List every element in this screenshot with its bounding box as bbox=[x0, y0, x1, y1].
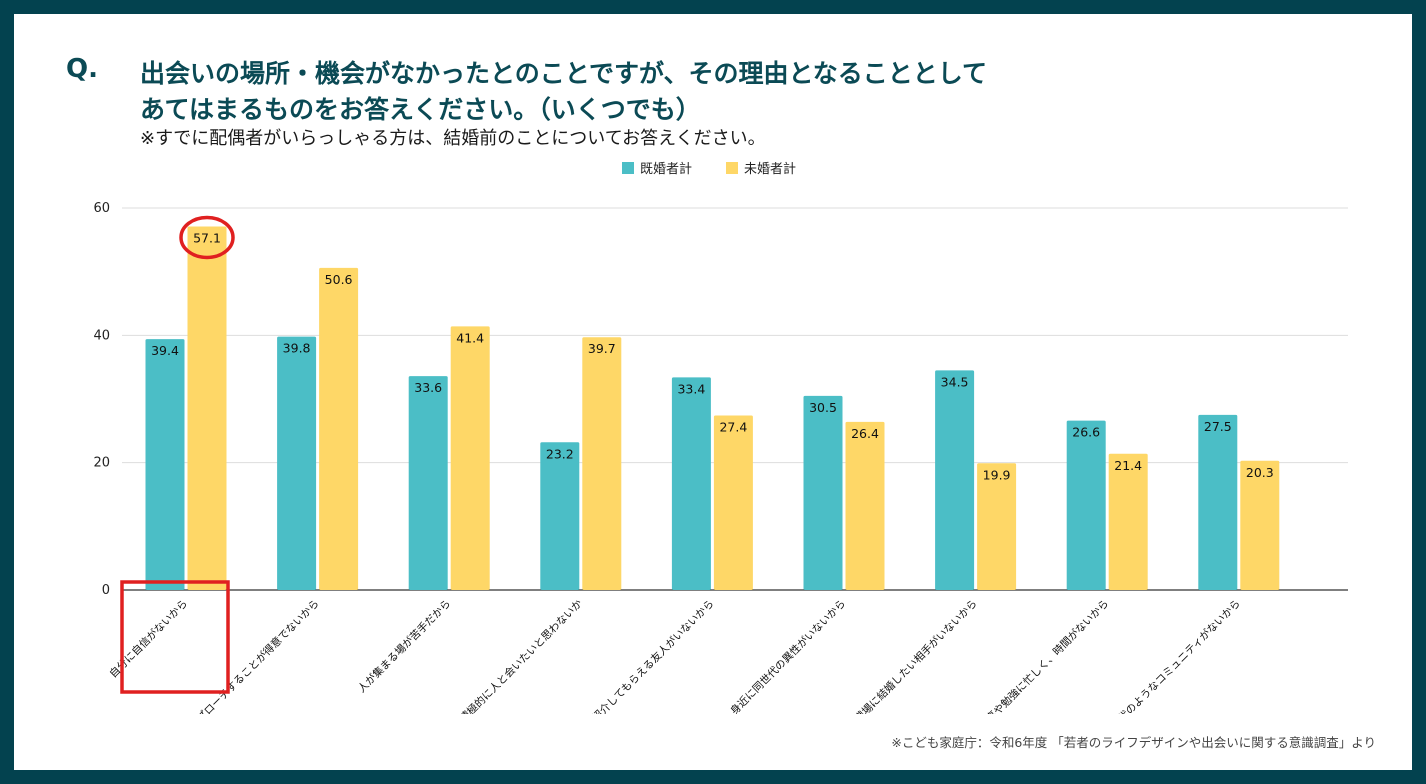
question-title-line-2: あてはまるものをお答えください。（いくつでも） bbox=[140, 95, 701, 124]
legend-label-unmarried: 未婚者計 bbox=[744, 161, 796, 177]
bar-married bbox=[671, 377, 711, 590]
data-label: 30.5 bbox=[809, 400, 837, 415]
highlight-circle bbox=[179, 215, 235, 260]
category-label: アプローチすることが得意でないから bbox=[186, 597, 321, 714]
y-tick-label: 40 bbox=[93, 328, 110, 343]
bar-married bbox=[1198, 414, 1238, 590]
category-label: 自分に自信がないから bbox=[107, 597, 190, 680]
category-label: 人が集まる場が苦手だから bbox=[355, 597, 453, 695]
bar-unmarried bbox=[1240, 460, 1280, 590]
legend-label-married: 既婚者計 bbox=[640, 161, 692, 177]
bar-unmarried bbox=[450, 326, 490, 590]
data-label: 21.4 bbox=[1114, 458, 1142, 473]
legend-swatch-unmarried bbox=[726, 162, 738, 174]
bar-married bbox=[1066, 420, 1106, 590]
category-label: 積極的に人と会いたいと思わないか bbox=[457, 597, 585, 714]
data-label: 39.4 bbox=[151, 343, 179, 358]
slide-card: Q. 出会いの場所・機会がなかったとのことですが、その理由となることとして あて… bbox=[14, 14, 1412, 770]
bar-unmarried bbox=[845, 421, 885, 590]
bar-married bbox=[277, 336, 317, 590]
bar-married bbox=[803, 395, 843, 590]
bar-married bbox=[408, 376, 448, 590]
data-label: 26.6 bbox=[1072, 425, 1100, 440]
category-label: 職場に結婚したい相手がいないから bbox=[852, 597, 980, 714]
bar-married bbox=[145, 339, 185, 590]
data-label: 41.4 bbox=[456, 330, 484, 345]
category-label: 学生時代のようなコミュニティがないから bbox=[1093, 597, 1243, 714]
data-label: 23.2 bbox=[546, 446, 574, 461]
question-label: Q. bbox=[66, 54, 98, 84]
data-label: 33.6 bbox=[414, 380, 442, 395]
category-label: 紹介してもらえる友人がいないから bbox=[589, 597, 716, 714]
highlight-box bbox=[120, 580, 230, 694]
data-label: 57.1 bbox=[193, 230, 221, 245]
question-note: ※すでに配偶者がいらっしゃる方は、結婚前のことについてお答えください。 bbox=[140, 128, 766, 149]
category-label: 身近に同世代の異性がいないから bbox=[728, 597, 849, 714]
source-note: ※こども家庭庁：令和6年度 「若者のライフデザインや出会いに関する意識調査」より bbox=[891, 735, 1376, 750]
category-label: 仕事や勉強に忙しく、時間がないから bbox=[976, 597, 1111, 714]
question-title-line-1: 出会いの場所・機会がなかったとのことですが、その理由となることとして bbox=[140, 59, 988, 88]
data-label: 34.5 bbox=[941, 374, 969, 389]
data-label: 20.3 bbox=[1246, 465, 1274, 480]
y-tick-label: 0 bbox=[102, 583, 110, 598]
bar-unmarried bbox=[582, 337, 622, 590]
bar-chart: 0 20 40 60 既婚者計 未婚者計 39.4 57.1 自分に自信がないから 39.8 50.… bbox=[93, 161, 1348, 714]
legend-swatch-married bbox=[622, 162, 634, 174]
data-label: 27.4 bbox=[719, 420, 747, 435]
bar-unmarried bbox=[1108, 453, 1148, 590]
y-tick-label: 60 bbox=[93, 201, 110, 216]
data-label: 27.5 bbox=[1204, 419, 1232, 434]
data-label: 26.4 bbox=[851, 426, 879, 441]
data-label: 19.9 bbox=[983, 467, 1011, 482]
y-tick-label: 20 bbox=[93, 456, 110, 471]
bar-unmarried bbox=[977, 463, 1017, 590]
data-label: 39.8 bbox=[283, 341, 311, 356]
data-label: 39.7 bbox=[588, 341, 616, 356]
bar-married bbox=[935, 370, 975, 590]
data-label: 33.4 bbox=[677, 381, 705, 396]
bar-unmarried bbox=[319, 267, 359, 590]
data-label: 50.6 bbox=[325, 272, 353, 287]
bar-unmarried bbox=[187, 226, 227, 591]
bar-unmarried bbox=[713, 415, 753, 590]
bar-married bbox=[540, 442, 580, 590]
